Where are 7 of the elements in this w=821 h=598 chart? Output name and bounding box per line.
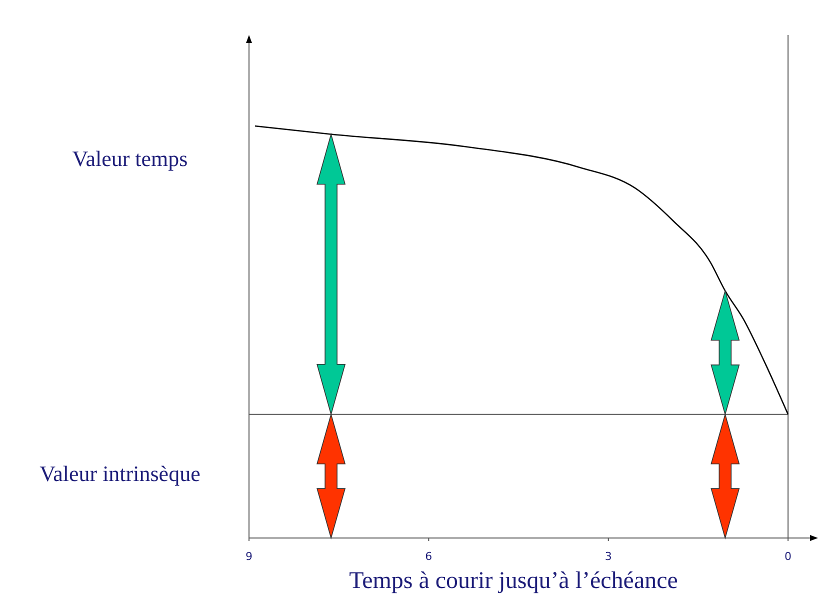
text: Valeur intrinsèque bbox=[40, 461, 200, 486]
x-axis-title: Temps à courir jusqu’à l’échéance bbox=[349, 568, 678, 594]
x-tick-label: 3 bbox=[604, 550, 612, 563]
x-tick-label: 0 bbox=[784, 550, 792, 563]
x-tick-label: 9 bbox=[246, 550, 252, 563]
text: Valeur temps bbox=[72, 146, 188, 171]
x-tick-label: 6 bbox=[425, 550, 432, 563]
